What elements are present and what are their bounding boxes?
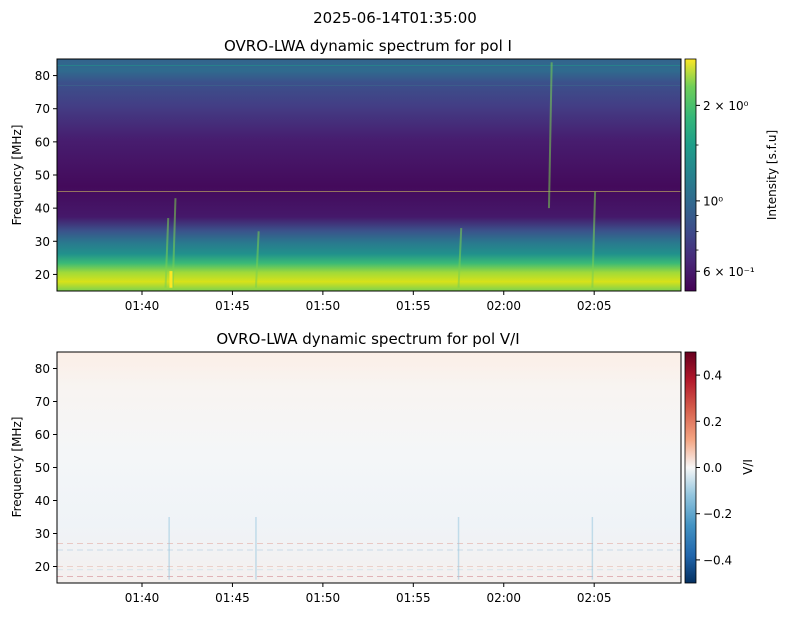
y-tick-label: 50: [35, 461, 50, 475]
y-tick-label: 20: [35, 268, 50, 282]
radio-burst: [254, 231, 260, 288]
radio-burst: [591, 191, 597, 288]
pol-i-x-axis: 01:40 01:45 01:50 01:55 02:00 02:05: [125, 291, 612, 313]
y-tick-label: 30: [35, 527, 50, 541]
pol-i-colorbar: [684, 58, 697, 292]
radio-burst: [171, 198, 177, 288]
y-tick-label: 40: [35, 494, 50, 508]
x-tick-label: 01:55: [396, 299, 431, 313]
figure-suptitle: 2025-06-14T01:35:00: [313, 9, 477, 27]
x-tick-label: 01:55: [396, 591, 431, 605]
y-tick-label: 80: [35, 69, 50, 83]
colorbar-tick-label: 6 × 10⁻¹: [703, 265, 755, 279]
colorbar-tick-label: 0.0: [703, 461, 722, 475]
x-tick-label: 02:00: [486, 299, 521, 313]
pol-vi-y-axis: 20 30 40 50 60 70 80: [35, 362, 57, 574]
colorbar-tick-label: 10⁰: [703, 194, 723, 208]
pol-vi-ylabel: Frequency [MHz]: [10, 417, 24, 518]
pol-vi-heatmap: [57, 352, 681, 583]
x-tick-label: 01:45: [215, 299, 250, 313]
colorbar-tick-label: 2 × 10⁰: [703, 99, 749, 113]
y-tick-label: 40: [35, 202, 50, 216]
radio-burst: [457, 227, 463, 288]
y-tick-label: 70: [35, 395, 50, 409]
radio-burst: [547, 62, 553, 209]
y-tick-label: 70: [35, 102, 50, 116]
x-tick-label: 01:45: [215, 591, 250, 605]
pol-vi-colorbar-ticks: 0.4 0.2 0.0 −0.2 −0.4: [696, 369, 732, 567]
x-tick-label: 01:50: [306, 299, 341, 313]
pol-vi-x-axis: 01:40 01:45 01:50 01:55 02:00 02:05: [125, 583, 612, 605]
panel-pol-i-title: OVRO-LWA dynamic spectrum for pol I: [224, 37, 512, 55]
y-tick-label: 50: [35, 169, 50, 183]
panel-pol-vi-title: OVRO-LWA dynamic spectrum for pol V/I: [216, 330, 519, 348]
pol-i-colorbar-label: Intensity [s.f.u]: [765, 130, 779, 220]
x-tick-label: 01:50: [306, 591, 341, 605]
colorbar-tick-label: 0.4: [703, 369, 722, 383]
x-tick-label: 02:05: [577, 299, 612, 313]
pol-vi-colorbar: [684, 351, 697, 584]
panel-pol-vi: OVRO-LWA dynamic spectrum for pol V/I 20…: [10, 330, 755, 605]
y-tick-label: 30: [35, 235, 50, 249]
pol-i-y-axis: 20 30 40 50 60 70 80: [35, 69, 57, 282]
x-tick-label: 01:40: [125, 591, 160, 605]
pol-i-ylabel: Frequency [MHz]: [10, 125, 24, 226]
x-tick-label: 01:40: [125, 299, 160, 313]
pol-vi-features: [57, 517, 681, 580]
y-tick-label: 80: [35, 362, 50, 376]
colorbar-tick-label: 0.2: [703, 415, 722, 429]
y-tick-label: 20: [35, 560, 50, 574]
radio-burst: [164, 218, 170, 288]
y-tick-label: 60: [35, 135, 50, 149]
pol-i-features: [57, 62, 681, 288]
pol-i-heatmap: [57, 59, 681, 291]
y-tick-label: 60: [35, 428, 50, 442]
colorbar-tick-label: −0.4: [703, 553, 732, 567]
pol-vi-colorbar-label: V/I: [741, 459, 755, 475]
panel-pol-i: OVRO-LWA dynamic spectrum for pol I 20 30…: [10, 37, 779, 313]
pol-i-colorbar-ticks: 6 × 10⁻¹ 10⁰ 2 × 10⁰: [696, 99, 755, 279]
x-tick-label: 02:05: [577, 591, 612, 605]
x-tick-label: 02:00: [486, 591, 521, 605]
colorbar-tick-label: −0.2: [703, 507, 732, 521]
